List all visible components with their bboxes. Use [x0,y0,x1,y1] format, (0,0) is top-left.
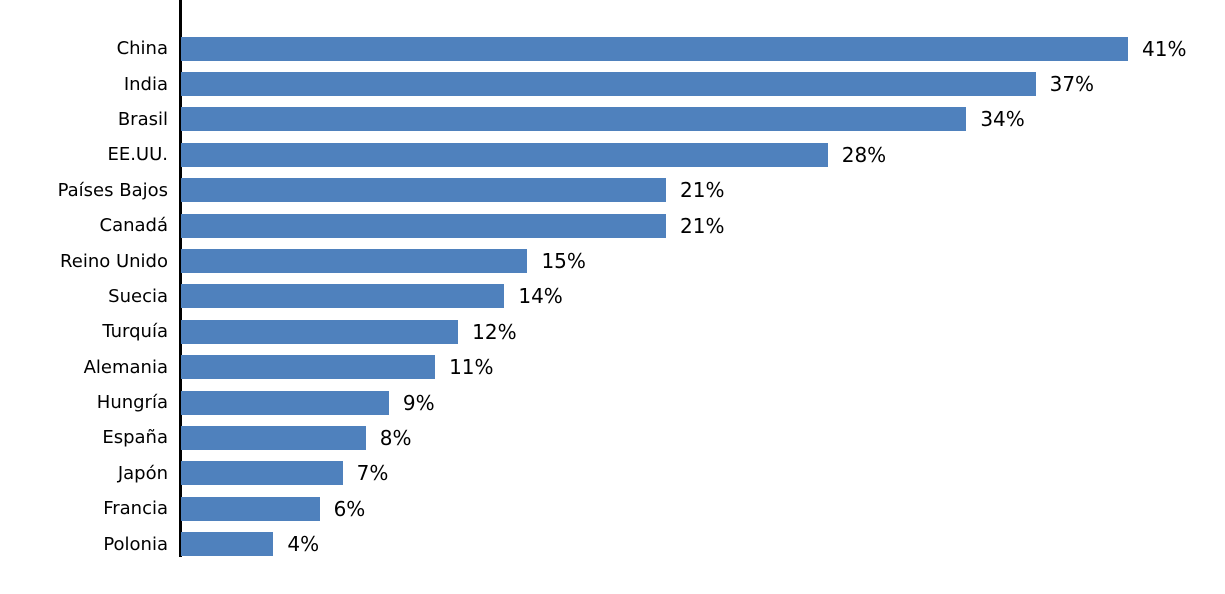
bar-row: España 8% [0,420,1225,455]
bar-row: Países Bajos 21% [0,173,1225,208]
category-label: Canadá [99,215,169,237]
bar-row: Alemania 11% [0,350,1225,385]
bar-area: 9% [181,385,435,420]
bar-area: 11% [181,350,494,385]
bar [181,496,320,521]
bar [181,461,343,486]
bar-row: India 37% [0,66,1225,101]
value-label: 7% [356,461,389,486]
value-label: 21% [680,178,725,203]
value-label: 12% [472,319,517,344]
bar-area: 14% [181,279,563,314]
bar-area: 6% [181,491,365,526]
bar [181,36,1128,61]
bar [181,532,274,557]
bar-row: Turquía 12% [0,314,1225,349]
bar [181,319,459,344]
bar-row: China 41% [0,31,1225,66]
value-label: 11% [449,355,494,380]
category-label: Reino Unido [60,250,168,272]
bar [181,355,436,380]
bar-row: Suecia 14% [0,279,1225,314]
bar-rows-container: China 41% India 37% Brasil 34% EE.UU. 28… [0,31,1225,562]
category-label: Países Bajos [57,179,168,201]
value-label: 34% [980,107,1025,132]
y-axis-line [179,0,182,557]
category-label: EE.UU. [107,144,168,166]
category-label: Brasil [117,108,168,130]
bar [181,178,667,203]
bar [181,72,1036,97]
category-label: Hungría [96,392,168,414]
value-label: 4% [287,532,320,557]
value-label: 41% [1142,36,1187,61]
bar-area: 28% [181,137,886,172]
bar-area: 41% [181,31,1186,66]
bar [181,390,389,415]
value-label: 28% [841,142,887,167]
bar-row: Canadá 21% [0,208,1225,243]
category-label: España [102,427,168,449]
bar-row: Brasil 34% [0,102,1225,137]
bar-area: 7% [181,456,388,491]
bar-row: Reino Unido 15% [0,243,1225,278]
bar [181,213,667,238]
bar [181,284,505,309]
bar-area: 8% [181,420,412,455]
bar-area: 34% [181,102,1025,137]
bar [181,249,528,274]
category-label: Francia [103,498,168,520]
category-label: Japón [117,462,168,484]
bar-area: 21% [181,173,725,208]
category-label: China [116,38,168,60]
bar-row: Hungría 9% [0,385,1225,420]
value-label: 6% [333,496,366,521]
bar [181,142,828,167]
value-label: 15% [541,249,586,274]
bar [181,107,967,132]
category-label: Suecia [108,285,168,307]
category-label: Polonia [103,533,168,555]
value-label: 37% [1049,72,1095,97]
category-label: Alemania [83,356,168,378]
bar-row: Francia 6% [0,491,1225,526]
value-label: 9% [402,390,435,415]
value-label: 8% [379,425,412,450]
value-label: 14% [518,284,563,309]
bar-row: Japón 7% [0,456,1225,491]
bar-area: 15% [181,243,586,278]
category-label: India [123,73,168,95]
bar-row: EE.UU. 28% [0,137,1225,172]
value-label: 21% [680,213,725,238]
bar [181,425,366,450]
bar-area: 21% [181,208,725,243]
bar-area: 4% [181,526,319,561]
bar-row: Polonia 4% [0,526,1225,561]
bar-area: 12% [181,314,517,349]
category-label: Turquía [102,321,168,343]
bar-area: 37% [181,66,1094,101]
